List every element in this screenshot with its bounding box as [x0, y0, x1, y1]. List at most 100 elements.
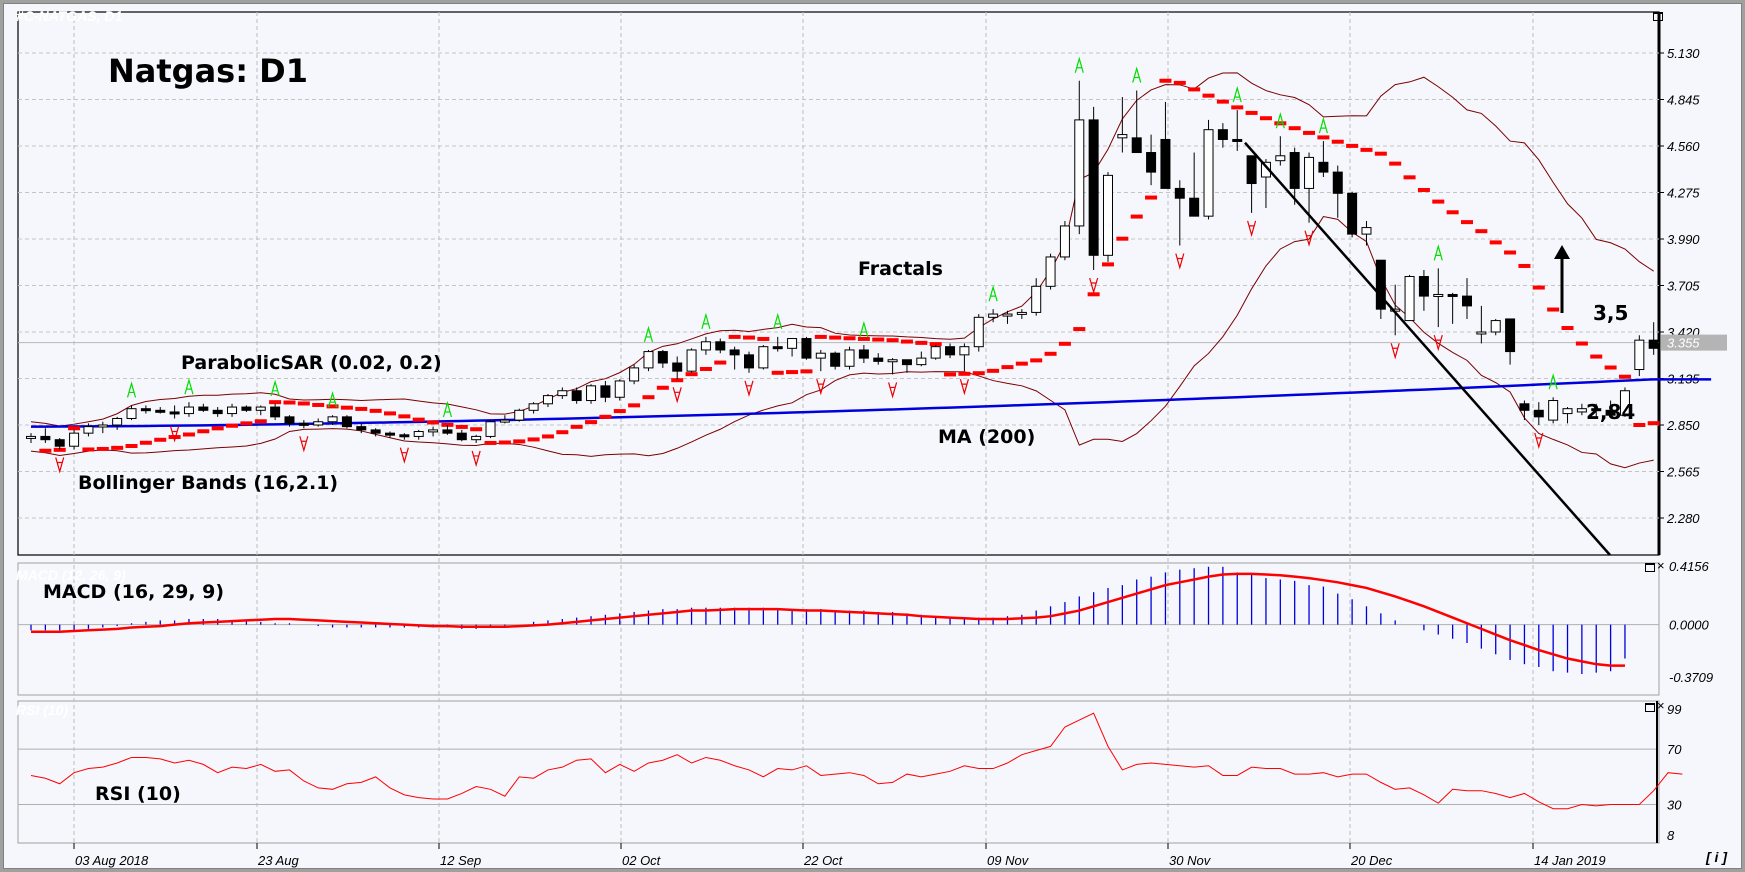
candle	[428, 429, 439, 433]
sar-dot	[1374, 151, 1387, 156]
candle	[586, 385, 597, 402]
candle	[198, 406, 209, 411]
candle	[1304, 156, 1315, 189]
candle	[1146, 152, 1157, 173]
downtrend-line	[1244, 141, 1611, 556]
candle	[112, 417, 123, 426]
candle	[499, 419, 510, 423]
fractal-down-icon	[959, 378, 969, 396]
sar-dot	[398, 414, 411, 419]
sar-dot	[1231, 105, 1244, 110]
sar-dot	[427, 420, 440, 425]
sar-dot	[972, 371, 985, 376]
sar-dot	[1532, 285, 1545, 290]
sar-dot	[1489, 240, 1502, 245]
y-tick-label: 2.850	[1666, 418, 1700, 433]
sar-dot	[1317, 135, 1330, 140]
candle	[313, 421, 324, 426]
sar-dot	[82, 447, 95, 452]
candle	[930, 346, 941, 359]
candle	[1490, 320, 1501, 333]
candle	[1619, 390, 1630, 416]
fractal-up-icon	[270, 379, 280, 396]
sar-dot	[513, 439, 526, 444]
fractal-up-icon	[988, 284, 998, 302]
candle	[1462, 295, 1472, 307]
sar-dot	[1073, 327, 1086, 332]
sar-dot	[197, 429, 210, 434]
candle	[126, 408, 137, 419]
candle	[643, 351, 654, 369]
candle	[1361, 227, 1372, 235]
candle	[1203, 129, 1214, 217]
y-tick-label: 4.845	[1667, 93, 1700, 108]
candle	[1016, 311, 1027, 315]
candle	[1232, 138, 1243, 142]
candle	[356, 426, 367, 431]
fractal-down-icon	[1390, 343, 1400, 360]
candle	[1031, 285, 1042, 313]
candle	[385, 432, 395, 436]
close-rsi-icon[interactable]: ×	[1657, 698, 1665, 713]
sar-dot	[843, 336, 856, 341]
sar-dot	[182, 432, 195, 437]
candle	[1648, 339, 1659, 349]
close-macd-icon[interactable]: ×	[1657, 558, 1665, 573]
candle	[169, 411, 180, 415]
price-chart[interactable]: 03 Aug 2018 23 Aug 12 Sep 02 Oct 22 Oct 09 No…	[4, 4, 1743, 870]
maximize-main-icon[interactable]	[1653, 12, 1663, 21]
candle	[1548, 400, 1559, 421]
info-button[interactable]: [ i ]	[1706, 849, 1727, 865]
rsi-y-tick: 70	[1667, 742, 1682, 757]
candle	[700, 341, 711, 351]
sar-dot	[886, 338, 899, 343]
sar-dot	[139, 440, 152, 445]
sar-dot	[455, 424, 468, 429]
candle	[485, 421, 496, 437]
x-tick-label: 22 Oct	[803, 853, 844, 868]
sar-dot	[1188, 87, 1201, 92]
sar-dot	[1547, 307, 1560, 312]
sar-dot	[1618, 374, 1631, 379]
y-tick-label: 2.280	[1666, 511, 1700, 526]
sar-dot	[958, 371, 971, 376]
candle	[514, 409, 525, 421]
candle	[1533, 409, 1544, 418]
sar-dot	[1461, 220, 1473, 225]
sar-dot	[872, 337, 885, 342]
candle	[916, 357, 927, 366]
candle	[629, 367, 640, 382]
candle	[1576, 408, 1587, 413]
candle	[1505, 318, 1516, 353]
candle	[1059, 225, 1070, 258]
fractal-down-icon	[399, 447, 409, 464]
sar-dot	[1389, 161, 1402, 166]
sar-dot	[384, 411, 396, 416]
fractal-up-icon	[327, 391, 338, 408]
candle	[1074, 119, 1085, 227]
fractal-up-icon	[859, 320, 869, 338]
candle	[758, 346, 769, 369]
candle	[729, 349, 740, 356]
sar-dot	[1561, 326, 1574, 331]
y-tick-label: 3.990	[1667, 232, 1700, 247]
fractal-up-icon	[1318, 116, 1328, 134]
fractal-down-icon	[1534, 432, 1544, 450]
candle	[413, 431, 424, 437]
sar-dot	[829, 335, 842, 340]
candle	[600, 385, 611, 398]
candle	[341, 416, 352, 428]
sar-dot	[728, 334, 741, 339]
candle	[1246, 155, 1257, 185]
fractal-down-icon	[744, 380, 754, 397]
candle	[40, 435, 51, 441]
maximize-rsi-icon[interactable]	[1645, 703, 1655, 712]
candle	[873, 357, 884, 362]
candle	[528, 403, 539, 411]
candle	[227, 406, 238, 415]
fractal-down-icon	[170, 426, 180, 443]
maximize-macd-icon[interactable]	[1645, 563, 1655, 572]
candle	[801, 338, 812, 359]
sar-dot	[944, 372, 957, 377]
candle	[1562, 408, 1573, 415]
